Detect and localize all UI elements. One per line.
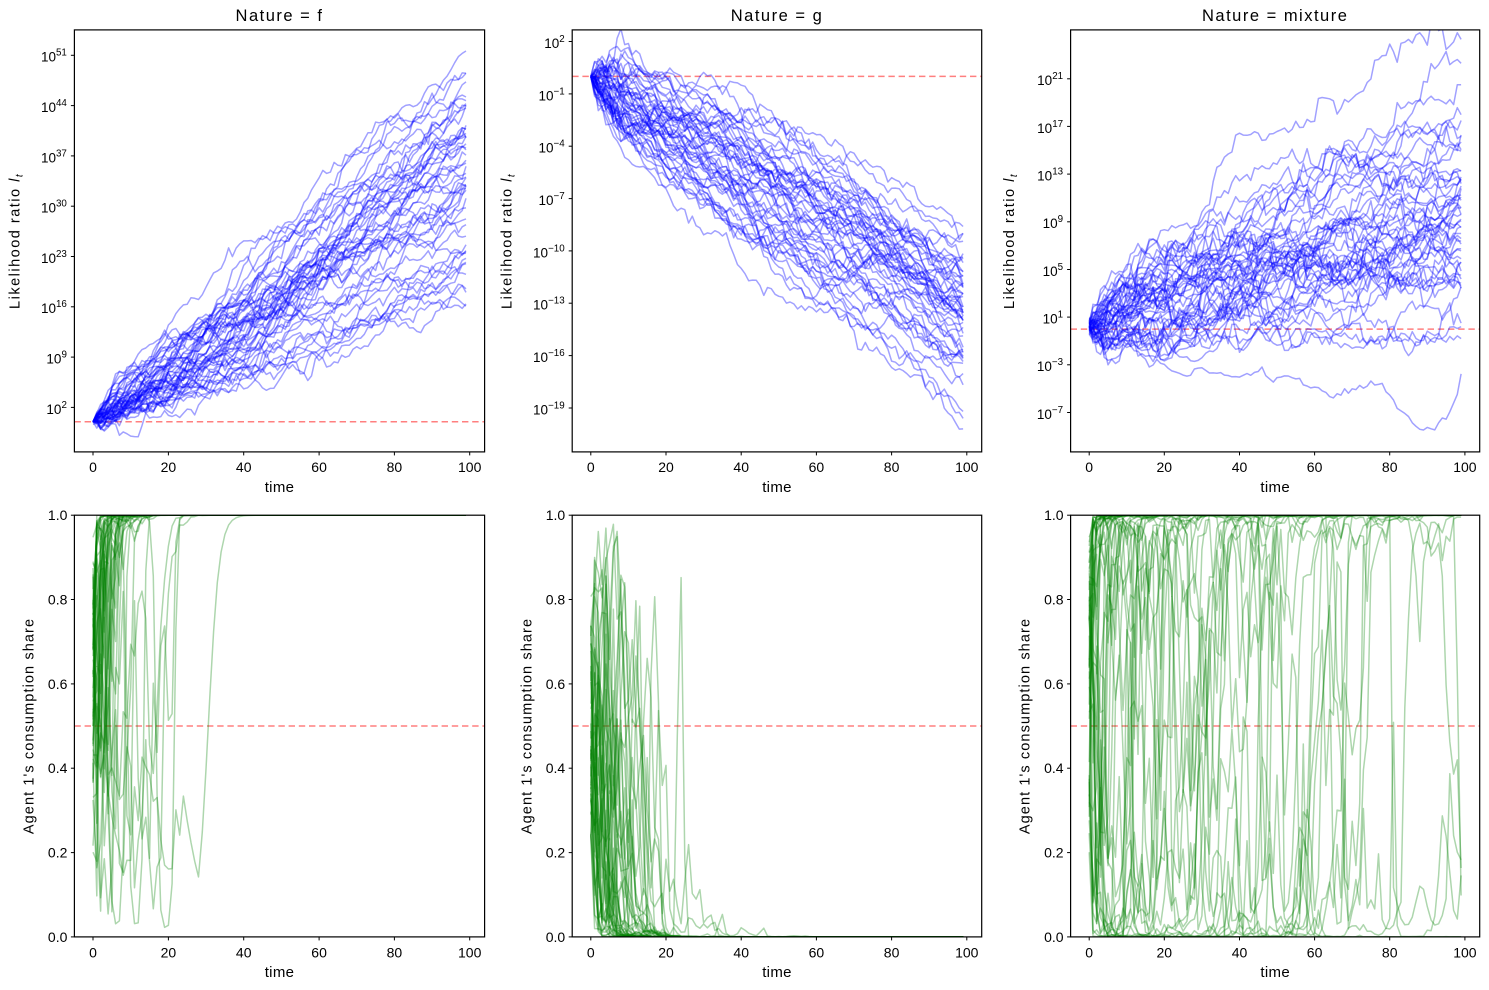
svg-text:Nature = g: Nature = g xyxy=(731,7,824,25)
svg-text:80: 80 xyxy=(884,459,900,475)
svg-text:100: 100 xyxy=(1453,944,1477,960)
svg-text:1.0: 1.0 xyxy=(48,507,68,523)
svg-text:0.4: 0.4 xyxy=(48,760,68,776)
svg-text:Nature = f: Nature = f xyxy=(236,7,324,25)
svg-text:80: 80 xyxy=(387,944,403,960)
svg-text:0.2: 0.2 xyxy=(1044,845,1064,861)
svg-text:Likelihood ratio lt: Likelihood ratio lt xyxy=(8,173,26,309)
svg-text:1.0: 1.0 xyxy=(546,507,566,523)
svg-text:20: 20 xyxy=(1157,459,1173,475)
svg-text:20: 20 xyxy=(1157,944,1173,960)
svg-text:60: 60 xyxy=(1307,944,1323,960)
svg-text:100: 100 xyxy=(458,944,482,960)
svg-text:40: 40 xyxy=(1232,459,1248,475)
svg-text:40: 40 xyxy=(236,459,252,475)
svg-text:0: 0 xyxy=(89,459,97,475)
svg-text:80: 80 xyxy=(387,459,403,475)
svg-text:0.6: 0.6 xyxy=(1044,676,1064,692)
svg-text:0.2: 0.2 xyxy=(48,845,68,861)
svg-text:0: 0 xyxy=(1085,944,1093,960)
svg-text:time: time xyxy=(265,479,295,496)
svg-text:100: 100 xyxy=(955,944,979,960)
svg-text:0: 0 xyxy=(587,459,595,475)
svg-text:60: 60 xyxy=(311,944,327,960)
svg-text:0.8: 0.8 xyxy=(546,592,566,608)
svg-text:Likelihood ratio lt: Likelihood ratio lt xyxy=(500,173,518,309)
svg-text:0.4: 0.4 xyxy=(1044,760,1064,776)
svg-text:20: 20 xyxy=(161,459,177,475)
svg-text:40: 40 xyxy=(733,944,749,960)
svg-text:0: 0 xyxy=(89,944,97,960)
svg-text:Agent 1's consumption share: Agent 1's consumption share xyxy=(519,618,535,834)
svg-text:1.0: 1.0 xyxy=(1044,507,1064,523)
svg-text:time: time xyxy=(762,479,792,496)
svg-text:time: time xyxy=(762,964,792,981)
svg-text:Nature = mixture: Nature = mixture xyxy=(1202,7,1348,25)
svg-text:20: 20 xyxy=(658,459,674,475)
svg-text:80: 80 xyxy=(1382,944,1398,960)
svg-text:0.0: 0.0 xyxy=(48,929,68,945)
svg-text:0: 0 xyxy=(587,944,595,960)
svg-text:0.0: 0.0 xyxy=(1044,929,1064,945)
svg-text:80: 80 xyxy=(1382,459,1398,475)
svg-text:Agent 1's consumption share: Agent 1's consumption share xyxy=(22,618,38,834)
svg-text:100: 100 xyxy=(1453,459,1477,475)
svg-text:time: time xyxy=(265,964,295,981)
svg-text:time: time xyxy=(1260,479,1290,496)
svg-text:Likelihood ratio lt: Likelihood ratio lt xyxy=(1002,173,1020,309)
svg-text:20: 20 xyxy=(161,944,177,960)
svg-text:time: time xyxy=(1260,964,1290,981)
svg-text:80: 80 xyxy=(884,944,900,960)
svg-text:100: 100 xyxy=(458,459,482,475)
svg-text:40: 40 xyxy=(236,944,252,960)
svg-text:60: 60 xyxy=(1307,459,1323,475)
svg-text:0.4: 0.4 xyxy=(546,760,566,776)
svg-text:0.8: 0.8 xyxy=(1044,592,1064,608)
svg-text:20: 20 xyxy=(658,944,674,960)
svg-text:0.0: 0.0 xyxy=(546,929,566,945)
svg-text:40: 40 xyxy=(733,459,749,475)
svg-text:40: 40 xyxy=(1232,944,1248,960)
svg-text:60: 60 xyxy=(311,459,327,475)
svg-text:60: 60 xyxy=(809,459,825,475)
svg-text:0: 0 xyxy=(1085,459,1093,475)
svg-text:100: 100 xyxy=(955,459,979,475)
svg-text:0.6: 0.6 xyxy=(546,676,566,692)
svg-text:0.6: 0.6 xyxy=(48,676,68,692)
svg-text:0.2: 0.2 xyxy=(546,845,566,861)
svg-text:Agent 1's consumption share: Agent 1's consumption share xyxy=(1018,618,1034,834)
svg-text:0.8: 0.8 xyxy=(48,592,68,608)
svg-text:60: 60 xyxy=(809,944,825,960)
